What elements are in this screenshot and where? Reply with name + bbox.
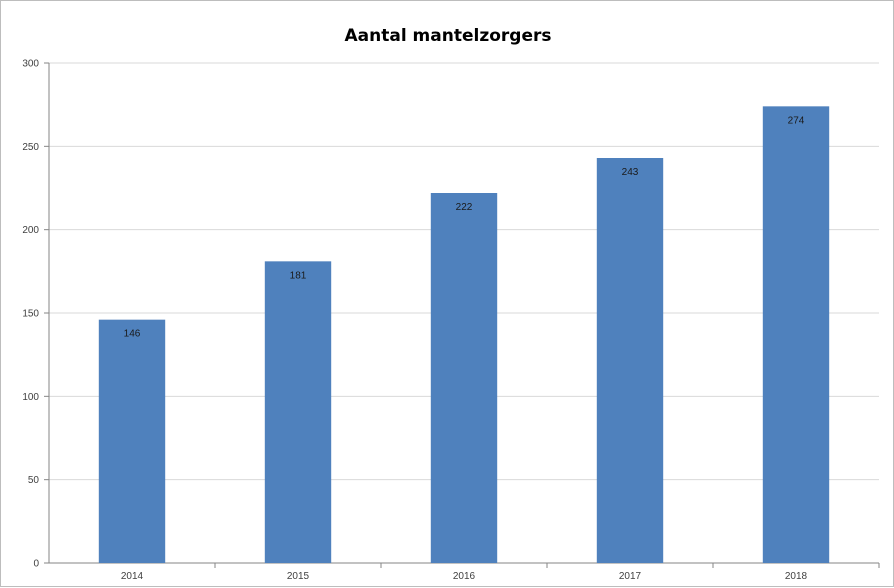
data-label: 222 xyxy=(456,202,473,213)
data-label: 146 xyxy=(124,329,141,340)
y-tick-label: 200 xyxy=(22,225,39,236)
axes: 0 50 100 150 200 250 300 2014 2015 2016 2017 2018 xyxy=(22,59,880,582)
x-tick-label: 2018 xyxy=(785,571,808,582)
y-tick-label: 150 xyxy=(22,309,39,320)
data-labels: 146 181 222 243 274 xyxy=(124,115,805,339)
y-tick-label: 50 xyxy=(28,475,40,486)
bars xyxy=(98,106,830,563)
bar-2018 xyxy=(762,106,830,563)
x-tick-label: 2015 xyxy=(287,571,310,582)
bar-2016 xyxy=(430,193,498,563)
bar-2017 xyxy=(596,158,664,563)
data-label: 274 xyxy=(788,115,805,126)
y-tick-label: 300 xyxy=(22,59,39,70)
x-tick-label: 2014 xyxy=(121,571,144,582)
y-tick-label: 100 xyxy=(22,392,39,403)
bar-2014 xyxy=(98,319,166,563)
x-tick-label: 2017 xyxy=(619,571,642,582)
bar-2015 xyxy=(264,261,332,563)
chart-title: Aantal mantelzorgers xyxy=(344,26,551,46)
x-tick-label: 2016 xyxy=(453,571,476,582)
y-tick-label: 250 xyxy=(22,142,39,153)
y-tick-label: 0 xyxy=(33,559,39,570)
data-label: 181 xyxy=(290,270,307,281)
data-label: 243 xyxy=(622,167,639,178)
